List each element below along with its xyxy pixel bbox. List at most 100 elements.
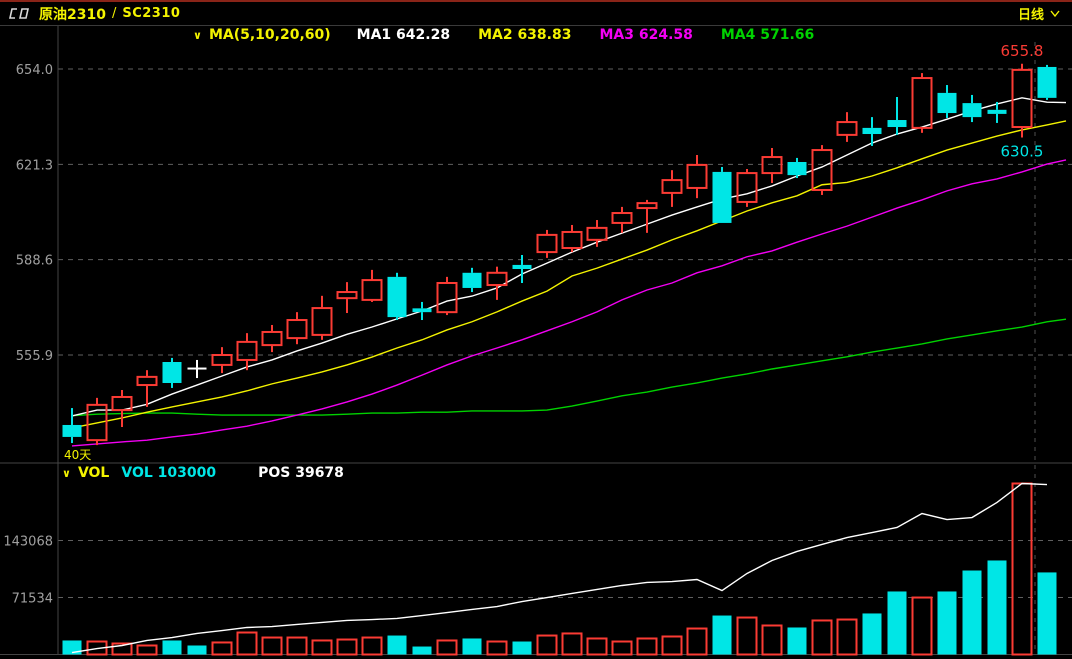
pane-borders (0, 26, 1072, 655)
candle-body (111, 395, 133, 412)
chevron-down-icon (1050, 10, 1060, 17)
candle-body (761, 156, 783, 175)
volume-bar (311, 639, 333, 656)
visible-days-label: 40天 (64, 448, 91, 462)
ma4-value-label: MA4 571.66 (720, 27, 815, 43)
volume-bar (736, 616, 758, 656)
period-selector[interactable]: 日线 (1018, 2, 1060, 25)
volume-bar (586, 637, 608, 656)
pos-line (71, 482, 1048, 654)
price-axis-tick: 621.3 (16, 158, 53, 173)
volume-bar (286, 636, 308, 656)
volume-indicator-row: ∨ VOL VOL 103000 POS 39678 (62, 465, 344, 481)
collapse-indicator-icon[interactable]: ∨ (193, 28, 202, 42)
candle-body (887, 120, 907, 128)
price-axis-tick: 588.6 (16, 254, 53, 269)
volume-bar (1011, 482, 1033, 656)
volume-bar (236, 631, 258, 656)
candle-body (911, 77, 933, 129)
symbol-name[interactable]: 原油2310 (39, 6, 106, 23)
volume-bar (486, 640, 508, 656)
volume-bar (811, 619, 833, 656)
candle-body (1037, 66, 1057, 98)
volume-bar (387, 635, 407, 655)
collapse-indicator-icon[interactable]: ∨ (62, 466, 71, 480)
volume-bar (187, 645, 207, 655)
volume-bar (162, 640, 182, 655)
candle-body (462, 272, 482, 288)
vol-value-label: VOL 103000 (121, 465, 217, 481)
candle-body (236, 340, 258, 361)
ma-line-MA4 (71, 318, 1067, 417)
volume-bar (887, 591, 907, 655)
pos-value-label: POS 39678 (258, 465, 344, 481)
volume-axis-tick: 143068 (3, 535, 53, 550)
candles (62, 63, 1057, 446)
candle-body (187, 367, 207, 370)
candle-body (436, 281, 458, 314)
ma-line-MA3 (71, 159, 1067, 447)
candle-body (686, 163, 708, 189)
candle-body (862, 127, 882, 135)
volume-bar (336, 638, 358, 656)
axis-labels: 654.0 621.3 588.6 555.9 143068 71534 (3, 63, 53, 607)
volume-bars (62, 482, 1057, 656)
candle-body (211, 354, 233, 366)
volume-bar (987, 560, 1007, 655)
candle-body (412, 308, 432, 313)
high-price-label: 655.8 (1001, 42, 1044, 60)
candle-body (536, 233, 558, 254)
candle-body (86, 403, 108, 442)
volume-bar (211, 641, 233, 656)
volume-bar (512, 641, 532, 655)
volume-bar (136, 644, 158, 656)
candle-body (586, 226, 608, 241)
volume-bar (561, 632, 583, 656)
volume-bar (962, 570, 982, 655)
candle-body (987, 109, 1007, 114)
symbol-separator: / (111, 6, 117, 21)
volume-bar (412, 646, 432, 655)
candle-body (712, 171, 732, 223)
candle-body (136, 375, 158, 387)
volume-bar (536, 634, 558, 656)
candle-body (311, 307, 333, 336)
candle-body (261, 330, 283, 347)
candle-body (811, 149, 833, 191)
top-accent-line (0, 0, 1072, 2)
volume-bar (436, 639, 458, 656)
volume-bar (661, 635, 683, 656)
ma-line-MA2 (71, 120, 1067, 429)
price-axis-tick: 555.9 (16, 349, 53, 364)
vol-group-label[interactable]: VOL (77, 465, 110, 481)
candle-body (387, 276, 407, 318)
candle-body (962, 103, 982, 118)
symbol-code[interactable]: SC2310 (122, 6, 181, 21)
volume-bar (761, 624, 783, 656)
volume-bar (462, 638, 482, 655)
candle-body (1011, 68, 1033, 129)
candle-body (286, 319, 308, 340)
candle-body (836, 121, 858, 136)
ma-group-label[interactable]: MA(5,10,20,60) (208, 27, 331, 43)
candle-body (636, 202, 658, 210)
volume-bar (686, 627, 708, 656)
volume-bar (911, 596, 933, 656)
volume-bar (787, 627, 807, 655)
gridlines (58, 42, 1072, 655)
symbol-compare-icon[interactable] (8, 7, 32, 20)
ma1-value-label: MA1 642.28 (356, 27, 451, 43)
low-price-label: 630.5 (1001, 143, 1044, 161)
volume-bar (712, 615, 732, 655)
volume-bar (261, 636, 283, 656)
candle-body (162, 362, 182, 383)
candle-body (336, 291, 358, 300)
volume-bar (1037, 572, 1057, 655)
candle-body (937, 92, 957, 114)
volume-bar (636, 637, 658, 656)
candle-body (561, 230, 583, 250)
ma3-value-label: MA3 624.58 (599, 27, 693, 43)
volume-bar (111, 642, 133, 656)
